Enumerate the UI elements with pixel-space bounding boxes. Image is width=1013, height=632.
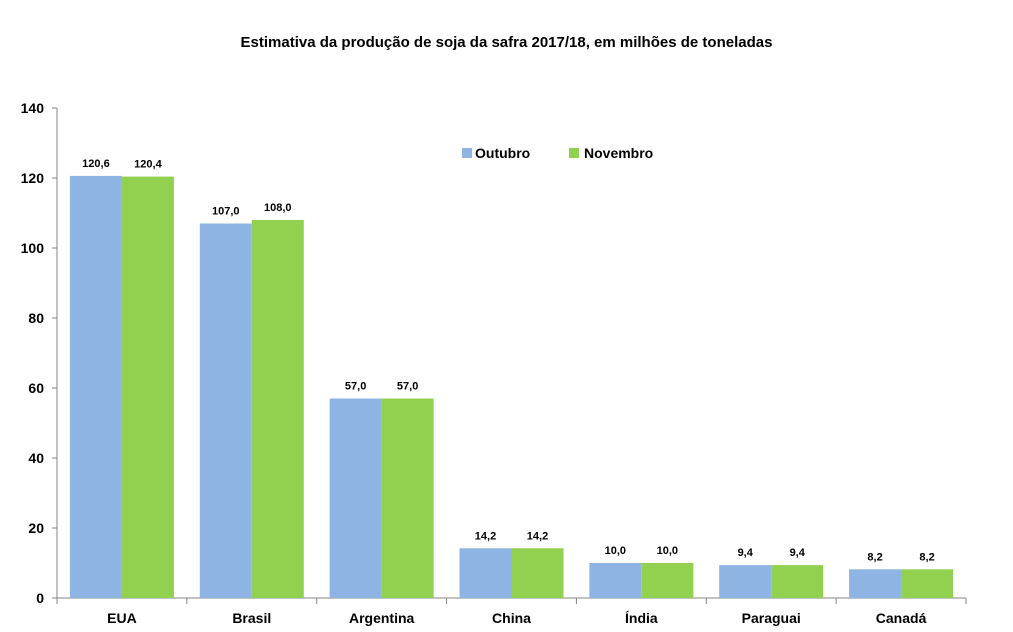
data-label: 57,0	[345, 381, 366, 393]
legend-label: Novembro	[584, 145, 653, 161]
legend: Outubro Novembro	[462, 145, 653, 161]
y-tick-label: 0	[36, 590, 44, 606]
x-tick-label: Brasil	[232, 610, 271, 626]
y-tick-label: 120	[21, 170, 45, 186]
bar	[459, 548, 512, 598]
data-labels: 120,6 120,4 107,0 108,0 57,0 57,0 14,2 14,2 10,0…	[82, 158, 935, 563]
y-tick-label: 100	[21, 240, 45, 256]
data-label: 108,0	[264, 202, 292, 214]
y-tick-label: 40	[28, 450, 44, 466]
data-label: 107,0	[212, 206, 240, 218]
y-tick-label: 60	[28, 380, 44, 396]
y-tick-label: 140	[21, 100, 45, 116]
bar	[849, 569, 902, 598]
bar	[69, 175, 122, 598]
data-label: 120,6	[82, 158, 110, 170]
bar	[641, 563, 694, 598]
y-tick-label: 80	[28, 310, 44, 326]
axes: 0 20 40 60 80 100 120 140 EUA Brasil Argentina Chin…	[21, 100, 967, 626]
data-label: 120,4	[134, 159, 162, 171]
bar	[771, 565, 824, 598]
legend-swatch	[569, 148, 579, 158]
x-tick-label: Canadá	[876, 610, 927, 626]
x-tick-label: EUA	[107, 610, 137, 626]
legend-swatch	[462, 148, 472, 158]
x-tick-label: Paraguai	[742, 610, 801, 626]
bar	[329, 398, 382, 598]
x-tick-label: China	[492, 610, 531, 626]
legend-label: Outubro	[475, 145, 530, 161]
data-label: 8,2	[919, 551, 934, 563]
bars	[69, 175, 954, 598]
bar	[199, 223, 252, 598]
data-label: 9,4	[790, 547, 806, 559]
bar	[589, 563, 642, 598]
data-label: 9,4	[738, 547, 754, 559]
chart-title: Estimativa da produção de soja da safra …	[240, 34, 773, 51]
x-tick-label: Argentina	[349, 610, 415, 626]
x-tick-label: Índia	[625, 610, 658, 626]
data-label: 10,0	[605, 545, 626, 557]
data-label: 14,2	[475, 530, 496, 542]
bar	[251, 220, 304, 598]
bar	[511, 548, 564, 598]
bar	[121, 176, 174, 598]
bar	[901, 569, 954, 598]
data-label: 8,2	[867, 551, 882, 563]
data-label: 57,0	[397, 381, 418, 393]
bar	[381, 398, 434, 598]
data-label: 10,0	[657, 545, 678, 557]
bar	[719, 565, 772, 598]
y-tick-label: 20	[28, 520, 44, 536]
data-label: 14,2	[527, 530, 548, 542]
